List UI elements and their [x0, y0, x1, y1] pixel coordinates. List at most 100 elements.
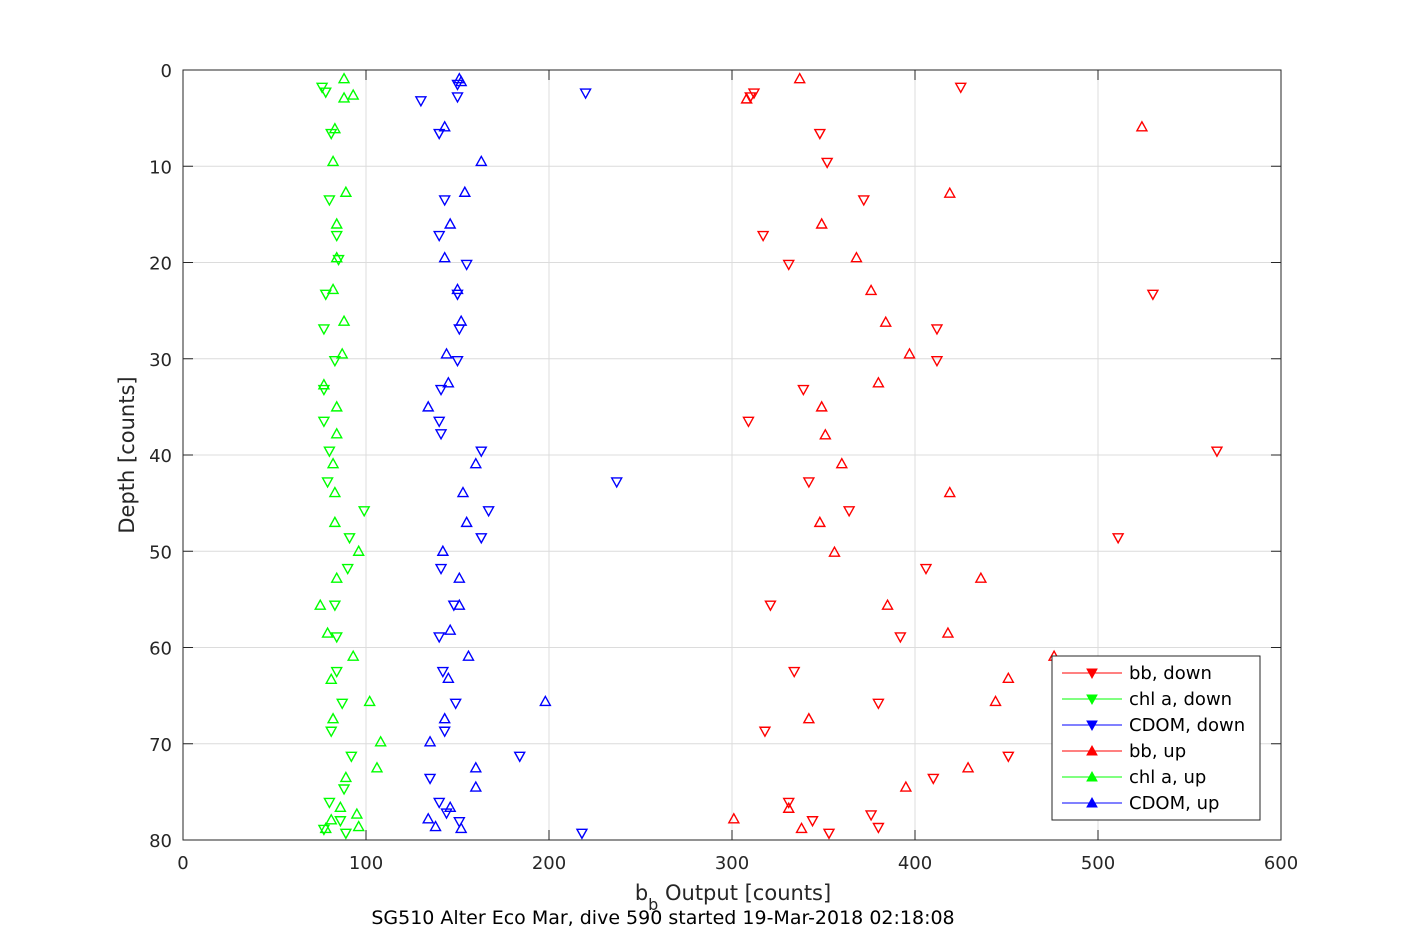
data-point: [433, 416, 446, 428]
data-point: [462, 649, 475, 661]
data-point: [927, 773, 940, 785]
x-axis-label-rest: Output [counts]: [658, 881, 831, 905]
data-point: [961, 761, 975, 773]
data-point: [894, 632, 907, 644]
x-tick-label: 500: [1081, 853, 1115, 874]
y-tick-label: 40: [149, 446, 172, 467]
data-point: [343, 533, 356, 545]
data-point: [330, 230, 343, 242]
data-point: [317, 416, 331, 428]
data-point: [422, 400, 435, 412]
legend-label: bb, down: [1129, 663, 1212, 684]
legend-marker: [1086, 720, 1098, 732]
legend-marker: [1086, 744, 1098, 756]
data-point: [330, 427, 343, 439]
data-point: [347, 649, 360, 661]
legend-marker: [1086, 796, 1098, 808]
data-point: [954, 82, 967, 94]
series-4: [314, 72, 387, 834]
x-tick-label: 300: [715, 853, 749, 874]
y-axis-label: Depth [counts]: [115, 376, 139, 533]
data-point: [813, 128, 827, 140]
data-point: [899, 780, 913, 792]
data-point: [330, 217, 343, 229]
data-point: [434, 429, 448, 441]
data-point: [820, 157, 834, 169]
data-point: [336, 347, 349, 359]
data-point: [442, 376, 455, 388]
legend-label: chl a, down: [1129, 689, 1232, 710]
x-tick-label: 0: [177, 853, 188, 874]
data-point: [458, 185, 472, 197]
data-point: [317, 384, 331, 396]
data-point: [758, 726, 772, 738]
x-axis-label-b: b: [635, 881, 648, 905]
plot-caption: SG510 Alter Eco Mar, dive 590 started 19…: [371, 907, 954, 929]
data-point: [438, 195, 451, 207]
data-point: [797, 384, 810, 396]
data-point: [802, 477, 816, 489]
data-point: [1210, 446, 1224, 458]
y-tick-label: 70: [149, 735, 172, 756]
data-point: [756, 230, 770, 242]
x-axis-label: bb Output [counts]: [635, 881, 831, 914]
data-point: [350, 807, 364, 819]
data-point: [822, 828, 836, 840]
data-point: [317, 324, 331, 336]
data-point: [475, 533, 488, 545]
legend-label: CDOM, down: [1129, 715, 1245, 736]
series-3: [727, 72, 1149, 834]
data-point: [460, 515, 473, 528]
data-point: [930, 324, 944, 336]
data-point: [828, 545, 841, 557]
data-point: [513, 751, 526, 763]
data-point: [334, 800, 347, 812]
data-point: [941, 626, 955, 638]
data-point: [357, 506, 371, 518]
data-point: [857, 195, 870, 207]
data-point: [813, 515, 827, 528]
data-point: [334, 816, 347, 828]
data-point: [328, 515, 342, 528]
data-point: [423, 735, 437, 747]
y-tick-label: 0: [161, 61, 172, 82]
data-point: [451, 289, 464, 301]
data-point: [440, 347, 453, 359]
legend-marker: [1086, 694, 1098, 706]
data-point: [793, 72, 806, 84]
x-axis-label-subscript: b: [648, 895, 658, 914]
data-point: [579, 88, 592, 100]
data-point: [872, 698, 885, 710]
data-point: [352, 820, 365, 832]
data-point: [782, 797, 795, 809]
data-point: [438, 120, 451, 132]
data-point: [314, 598, 327, 610]
data-point: [469, 457, 482, 469]
legend-label: chl a, up: [1129, 767, 1206, 788]
data-point: [864, 810, 878, 822]
data-point: [319, 87, 332, 99]
data-point: [454, 75, 468, 87]
legend-marker: [1086, 668, 1098, 680]
data-point: [806, 816, 819, 828]
data-point: [930, 355, 944, 368]
data-point: [370, 761, 384, 773]
data-point: [539, 694, 552, 707]
data-point: [436, 666, 450, 679]
legend-label: bb, up: [1129, 741, 1186, 762]
data-point: [1002, 671, 1015, 683]
data-point: [438, 712, 451, 724]
data-point: [347, 88, 360, 100]
data-point: [943, 186, 956, 198]
y-tick-label: 20: [149, 254, 172, 275]
data-point: [610, 477, 623, 489]
data-point: [919, 563, 933, 576]
data-point: [727, 812, 741, 824]
data-point: [328, 600, 342, 612]
data-point: [326, 283, 340, 295]
y-tick-label: 80: [149, 831, 172, 852]
data-point: [330, 400, 343, 412]
data-point: [475, 154, 488, 167]
data-point: [475, 446, 488, 458]
